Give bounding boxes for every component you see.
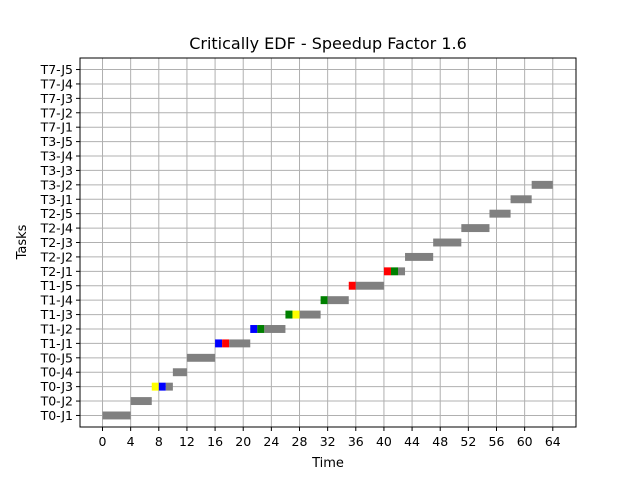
gantt-bar-t0-j1 <box>102 411 131 420</box>
gantt-bar-t2-j5 <box>489 209 511 218</box>
y-tick-label: T7-J3 <box>40 91 73 106</box>
y-tick-label: T1-J5 <box>40 278 73 293</box>
x-tick-label: 56 <box>489 434 505 449</box>
gantt-bar-t0-j5 <box>186 353 216 362</box>
gantt-bar-t0-j3 <box>151 382 159 391</box>
x-tick-label: 60 <box>517 434 533 449</box>
y-tick-label: T3-J2 <box>40 177 73 192</box>
x-tick-label: 12 <box>179 434 195 449</box>
gantt-bar-t1-j2 <box>257 325 265 333</box>
y-tick-label: T2-J4 <box>40 221 73 236</box>
x-tick-label: 8 <box>155 434 163 449</box>
gantt-bar-t1-j5 <box>348 281 356 290</box>
gantt-bar-t1-j4 <box>320 296 328 305</box>
gantt-bar-t3-j2 <box>531 180 553 189</box>
y-tick-label: T0-J3 <box>40 379 73 394</box>
y-tick-label: T3-J3 <box>40 163 73 178</box>
gantt-bar-t1-j4 <box>327 296 349 305</box>
x-tick-label: 4 <box>127 434 135 449</box>
gantt-bar-t2-j3 <box>433 238 462 247</box>
bar-layer <box>102 180 553 420</box>
x-tick-label: 0 <box>99 434 107 449</box>
gantt-bar-t1-j1 <box>222 339 230 348</box>
x-tick-label: 36 <box>348 434 364 449</box>
tick-layer: 0 4 8 12 16 20 24 28 32 36 40 44 48 52 56 60 64T0-J1T0-J… <box>40 62 561 449</box>
gantt-bar-t0-j3 <box>165 382 173 391</box>
y-tick-label: T7-J2 <box>40 105 73 120</box>
gantt-bar-t1-j1 <box>229 339 251 348</box>
x-tick-label: 20 <box>235 434 251 449</box>
x-tick-label: 48 <box>432 434 448 449</box>
gantt-bar-t2-j1 <box>383 267 391 276</box>
y-tick-label: T0-J4 <box>40 365 73 380</box>
x-tick-label: 16 <box>207 434 223 449</box>
y-tick-label: T1-J4 <box>40 293 73 308</box>
gantt-bar-t2-j1 <box>390 267 399 276</box>
x-tick-label: 32 <box>320 434 336 449</box>
y-tick-label: T2-J3 <box>40 235 73 250</box>
x-tick-label: 24 <box>263 434 279 449</box>
y-tick-label: T0-J5 <box>40 350 73 365</box>
grid-layer <box>80 58 576 427</box>
x-tick-label: 64 <box>545 434 561 449</box>
x-axis-label: Time <box>311 456 344 471</box>
y-tick-label: T0-J1 <box>40 408 73 423</box>
y-tick-label: T3-J4 <box>40 149 73 164</box>
gantt-bar-t2-j1 <box>398 267 406 276</box>
y-tick-label: T0-J2 <box>40 394 73 409</box>
gantt-bar-t2-j2 <box>405 252 434 261</box>
y-tick-label: T3-J5 <box>40 134 73 149</box>
y-tick-label: T7-J4 <box>40 76 73 91</box>
y-tick-label: T3-J1 <box>40 192 73 207</box>
x-tick-label: 40 <box>376 434 392 449</box>
y-tick-label: T2-J5 <box>40 206 73 221</box>
y-tick-label: T1-J3 <box>40 307 73 322</box>
x-tick-label: 28 <box>292 434 308 449</box>
y-tick-label: T2-J1 <box>40 264 73 279</box>
y-tick-label: T2-J2 <box>40 249 73 264</box>
gantt-bar-t1-j3 <box>292 310 300 319</box>
y-axis-label: Tasks <box>15 224 30 260</box>
y-tick-label: T1-J2 <box>40 321 73 336</box>
gantt-bar-t0-j4 <box>172 368 187 377</box>
gantt-bar-t1-j2 <box>250 325 258 333</box>
chart-title: Critically EDF - Speedup Factor 1.6 <box>189 34 467 53</box>
gantt-bar-t2-j4 <box>461 224 490 233</box>
gantt-bar-t0-j3 <box>158 382 166 391</box>
y-tick-label: T1-J1 <box>40 336 73 351</box>
gantt-bar-t1-j3 <box>285 310 293 319</box>
y-tick-label: T7-J5 <box>40 62 73 77</box>
gantt-bar-t1-j2 <box>264 325 286 333</box>
x-tick-label: 44 <box>404 434 420 449</box>
y-tick-label: T7-J1 <box>40 120 73 135</box>
gantt-bar-t1-j3 <box>299 310 321 319</box>
gantt-bar-t1-j1 <box>215 339 223 348</box>
gantt-bar-t0-j2 <box>130 397 152 406</box>
gantt-bar-t3-j1 <box>510 195 532 204</box>
gantt-bar-t1-j5 <box>355 281 384 290</box>
x-tick-label: 52 <box>460 434 476 449</box>
